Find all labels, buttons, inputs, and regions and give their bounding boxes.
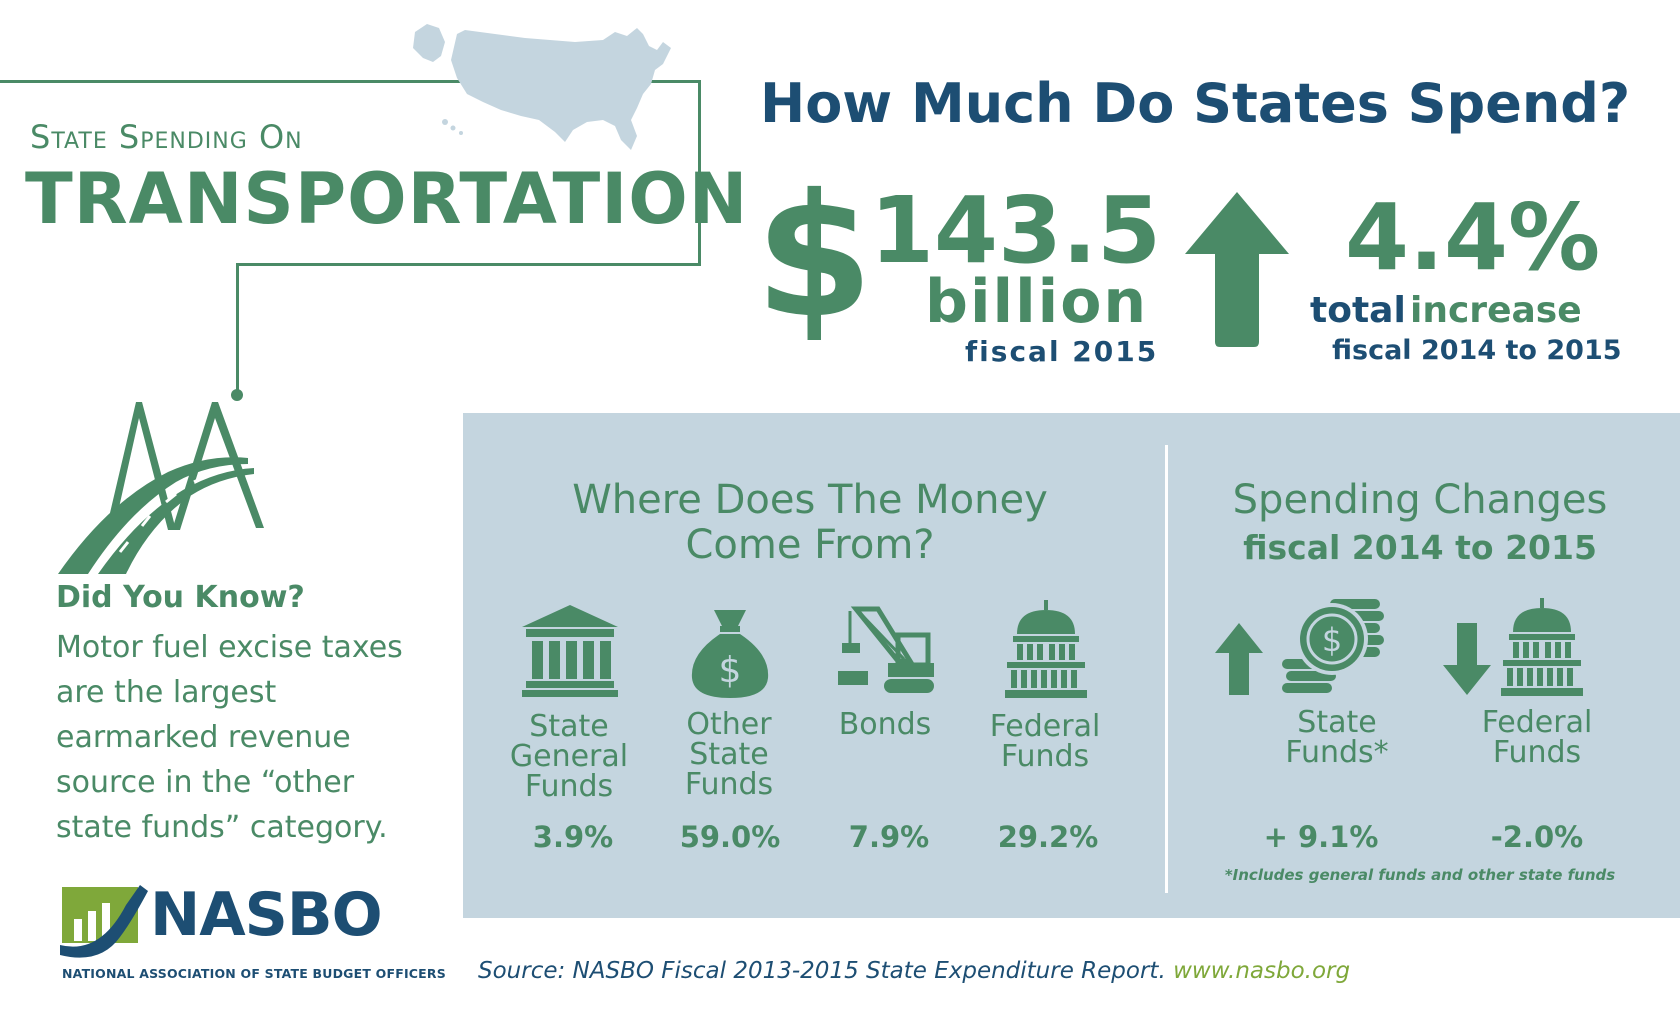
spending-changes-title: Spending Changes — [1232, 477, 1608, 523]
money-source-title-line1: Where Does The Money — [572, 477, 1048, 523]
source-label-federal: Federal Funds — [970, 712, 1120, 772]
page-title: TRANSPORTATION — [25, 158, 749, 240]
spending-amount-period: fiscal 2015 — [965, 335, 1159, 368]
footnote: *Includes general funds and other state … — [1224, 866, 1616, 884]
source-label-line: Funds — [1000, 739, 1090, 774]
source-label-line: Bonds — [838, 707, 932, 742]
increase-label-total: total — [1310, 290, 1406, 331]
panel-divider — [1165, 445, 1168, 893]
frame-top-line — [0, 80, 470, 83]
did-you-know-line: state funds” category. — [56, 810, 388, 845]
source-label-state-general: State General Funds — [494, 712, 644, 802]
increase-period: fiscal 2014 to 2015 — [1332, 335, 1622, 366]
did-you-know-line: Motor fuel excise taxes — [56, 630, 403, 665]
crane-icon — [838, 606, 934, 693]
spending-amount-unit: billion — [925, 267, 1149, 337]
did-you-know-line: earmarked revenue — [56, 720, 351, 755]
did-you-know-line: are the largest — [56, 675, 277, 710]
capitol-icon — [1501, 598, 1583, 696]
state-building-icon — [522, 605, 618, 697]
change-label-federal-funds: Federal Funds — [1462, 708, 1612, 768]
did-you-know-body: Motor fuel excise taxes are the largest … — [56, 625, 436, 850]
page-subtitle: State Spending On — [30, 118, 303, 156]
increase-percent: 4.4% — [1345, 184, 1601, 291]
change-value-federal-funds: -2.0% — [1490, 820, 1584, 854]
did-you-know-title: Did You Know? — [56, 580, 305, 615]
source-label-line: Other — [686, 707, 772, 742]
source-text: Source: NASBO Fiscal 2013-2015 State Exp… — [478, 958, 1166, 984]
headline: How Much Do States Spend? — [760, 72, 1631, 135]
spending-changes-subtitle: fiscal 2014 to 2015 — [1243, 528, 1597, 567]
change-label-state-funds: State Funds* — [1262, 708, 1412, 768]
arrow-down-icon — [1443, 623, 1491, 695]
source-link[interactable]: www.nasbo.org — [1173, 958, 1351, 984]
source-label-line: State — [529, 709, 609, 744]
money-source-title: Where Does The Money Come From? — [520, 478, 1100, 568]
change-value-state-funds: + 9.1% — [1263, 820, 1379, 854]
frame-drop-line — [236, 263, 239, 393]
dollar-sign: $ — [755, 158, 874, 356]
source-label-line: Federal — [989, 709, 1101, 744]
change-label-line: Funds* — [1285, 735, 1389, 770]
source-label-line: General — [509, 739, 629, 774]
bridge-icon — [58, 402, 264, 574]
nasbo-logo-text: NASBO — [150, 880, 383, 950]
spending-amount: 143.5 — [870, 177, 1162, 284]
source-value-state-general: 3.9% — [532, 820, 614, 854]
change-label-line: Federal — [1481, 705, 1593, 740]
source-label-line: Funds — [524, 769, 614, 804]
capitol-icon — [1005, 600, 1087, 698]
money-bag-icon: $ — [691, 610, 769, 698]
source-citation: Source: NASBO Fiscal 2013-2015 State Exp… — [478, 958, 1350, 984]
source-value-bonds: 7.9% — [848, 820, 930, 854]
arrow-up-icon — [1185, 192, 1289, 347]
source-value-other-state: 59.0% — [679, 820, 781, 854]
nasbo-logo-icon — [60, 885, 148, 958]
change-label-line: State — [1297, 705, 1377, 740]
arrow-up-icon — [1215, 623, 1263, 695]
source-label-line: State — [689, 737, 769, 772]
source-label-other-state: Other State Funds — [654, 710, 804, 800]
frame-right-line — [698, 80, 701, 266]
frame-drop-dot — [231, 389, 243, 401]
frame-top-line-right — [640, 80, 700, 83]
coins-icon: $ — [1282, 599, 1384, 693]
change-label-line: Funds — [1492, 735, 1582, 770]
nasbo-full-name: NATIONAL ASSOCIATION OF STATE BUDGET OFF… — [62, 966, 446, 981]
increase-label-increase: increase — [1410, 290, 1582, 331]
source-label-bonds: Bonds — [810, 710, 960, 740]
source-label-line: Funds — [684, 767, 774, 802]
us-map-icon — [413, 24, 671, 150]
source-value-federal: 29.2% — [997, 820, 1099, 854]
did-you-know-line: source in the “other — [56, 765, 355, 800]
svg-text:$: $ — [1322, 621, 1342, 659]
svg-text:$: $ — [719, 650, 742, 691]
money-source-title-line2: Come From? — [685, 521, 935, 568]
frame-bottom-line — [236, 263, 701, 266]
